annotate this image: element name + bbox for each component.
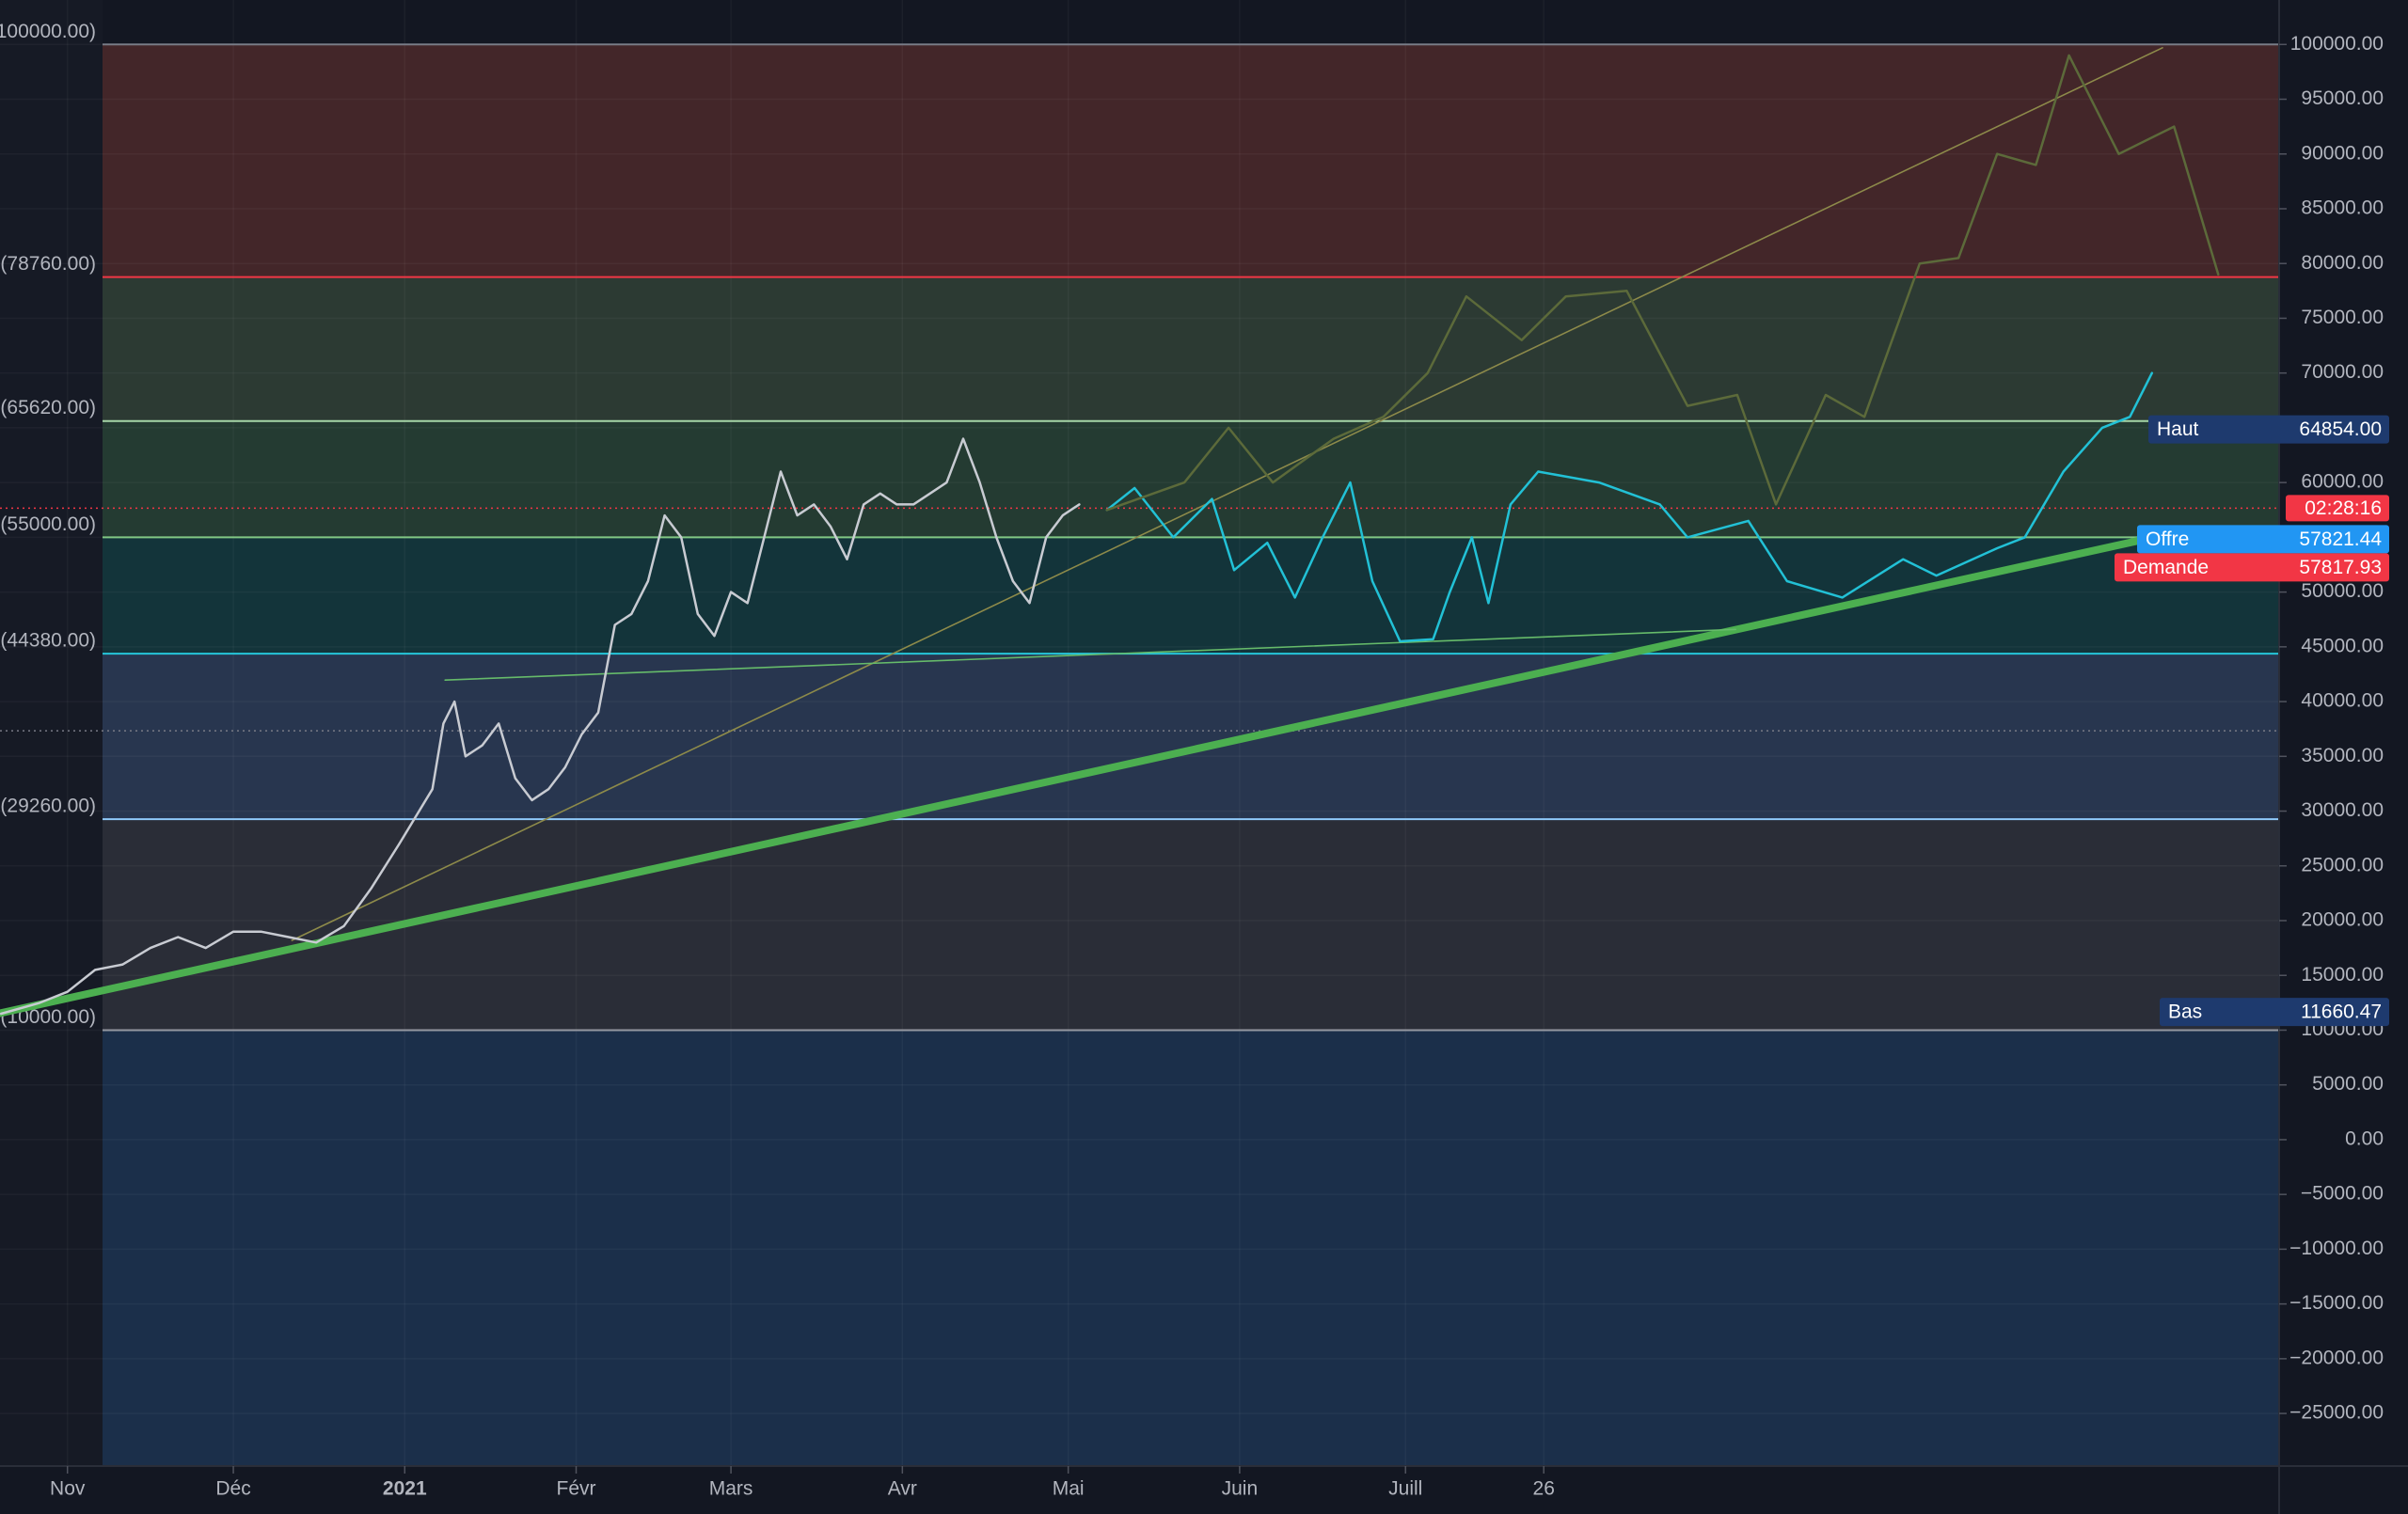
y-tick-label: 0.00 [2345, 1128, 2384, 1149]
level-label: (55000.00) [0, 513, 96, 535]
x-tick-label: 2021 [383, 1478, 427, 1500]
price-tag-box [2148, 415, 2389, 444]
left-shade [0, 0, 103, 1466]
y-tick-label: 30000.00 [2301, 799, 2384, 821]
y-tick-label: 15000.00 [2301, 964, 2384, 986]
y-tick-label: 100000.00 [2290, 33, 2384, 55]
price-tag-box [2115, 553, 2389, 582]
level-label: (78760.00) [0, 253, 96, 275]
price-tag-box [2137, 525, 2389, 554]
price-tag-value: 57817.93 [2299, 557, 2382, 578]
x-tick-label: Mars [709, 1478, 753, 1500]
x-tick-label: Juill [1388, 1478, 1422, 1500]
y-tick-label: −10000.00 [2289, 1238, 2384, 1259]
trendline [291, 47, 2163, 941]
price-line [0, 437, 1081, 1016]
level-label: (44380.00) [0, 630, 96, 652]
level-label: (29260.00) [0, 796, 96, 817]
timer-tag: 02:28:16 [2286, 495, 2389, 522]
x-tick-label: Déc [215, 1478, 250, 1500]
timer-box [2286, 495, 2389, 522]
y-tick-label: 20000.00 [2301, 909, 2384, 931]
x-tick-label: Nov [50, 1478, 86, 1500]
level-band [103, 44, 2279, 277]
y-tick-label: 35000.00 [2301, 745, 2384, 766]
y-tick-label: 40000.00 [2301, 690, 2384, 712]
y-tick-label: 50000.00 [2301, 580, 2384, 602]
price-line [1105, 371, 2154, 643]
price-tag-name: Bas [2168, 1001, 2202, 1023]
price-tag-value: 11660.47 [2301, 1001, 2382, 1023]
y-tick-label: −5000.00 [2301, 1183, 2384, 1205]
level-label: (65620.00) [0, 397, 96, 418]
price-tag: Offre 57821.44 [2137, 525, 2389, 554]
price-tag: Haut 64854.00 [2148, 415, 2389, 444]
y-tick-label: 85000.00 [2301, 197, 2384, 219]
level-label: (100000.00) [0, 21, 96, 42]
level-band [103, 420, 2279, 538]
y-tick-label: 5000.00 [2312, 1073, 2384, 1095]
price-tag-box [2160, 998, 2389, 1027]
price-tag-value: 64854.00 [2299, 418, 2382, 440]
y-tick-label: −15000.00 [2289, 1292, 2384, 1314]
x-tick-label: Juin [1222, 1478, 1259, 1500]
y-tick-label: 90000.00 [2301, 142, 2384, 164]
price-tag-name: Offre [2146, 528, 2189, 550]
y-tick-label: 25000.00 [2301, 854, 2384, 875]
level-band [103, 276, 2279, 421]
x-tick-label: Avr [888, 1478, 917, 1500]
price-tag-name: Demande [2123, 557, 2209, 578]
x-tick-label: Mai [1053, 1478, 1085, 1500]
y-tick-label: 70000.00 [2301, 361, 2384, 383]
price-tag: Demande 57817.93 [2115, 553, 2389, 582]
timer-text: 02:28:16 [2305, 497, 2382, 519]
level-band [103, 819, 2279, 1031]
level-band [103, 654, 2279, 820]
y-tick-label: 80000.00 [2301, 252, 2384, 274]
price-axis [2279, 0, 2408, 1514]
y-tick-label: −25000.00 [2289, 1402, 2384, 1424]
price-tag-value: 57821.44 [2299, 528, 2382, 550]
y-tick-label: 45000.00 [2301, 635, 2384, 656]
y-tick-label: 60000.00 [2301, 471, 2384, 493]
trendline [0, 529, 2173, 1017]
level-band [103, 1030, 2279, 1466]
y-tick-label: 95000.00 [2301, 87, 2384, 109]
y-tick-label: −20000.00 [2289, 1347, 2384, 1368]
y-tick-label: 75000.00 [2301, 307, 2384, 328]
price-line [1105, 54, 2220, 512]
x-tick-label: 26 [1533, 1478, 1555, 1500]
x-tick-label: Févr [557, 1478, 596, 1500]
price-tag-name: Haut [2157, 418, 2199, 440]
trendline [444, 628, 1736, 681]
price-tag: Bas 11660.47 [2160, 998, 2389, 1027]
level-band [103, 537, 2279, 654]
